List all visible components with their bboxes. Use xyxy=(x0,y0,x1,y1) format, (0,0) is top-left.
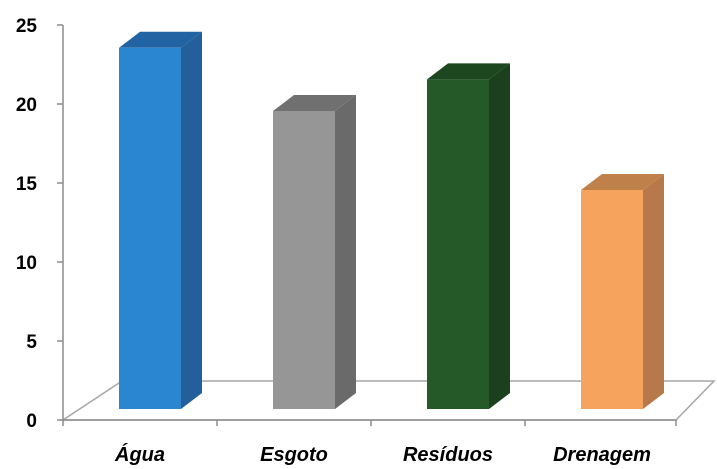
x-tick-label: Esgoto xyxy=(260,444,328,466)
bar xyxy=(581,174,664,409)
bar-top xyxy=(427,63,510,80)
y-tick-label: 10 xyxy=(16,253,37,274)
bar-front xyxy=(273,111,335,409)
bar-side xyxy=(181,31,202,410)
axes xyxy=(57,24,677,426)
x-tick-label: Água xyxy=(114,443,165,466)
bar xyxy=(427,63,510,410)
labels: 0 5 10 15 20 25 Água Esgoto Resíduos Drenagem xyxy=(16,16,651,466)
bar xyxy=(273,95,356,409)
y-tick-label: 25 xyxy=(16,16,38,37)
x-tick-label: Resíduos xyxy=(403,444,493,466)
bar xyxy=(119,31,202,410)
bar-top xyxy=(273,95,356,111)
bars xyxy=(119,31,664,410)
bar-front xyxy=(119,47,181,410)
y-tick-label: 5 xyxy=(26,332,37,353)
bar-top xyxy=(581,174,664,190)
bar-side xyxy=(489,63,510,410)
bar-top xyxy=(119,31,202,48)
y-tick-label: 0 xyxy=(26,411,37,432)
y-tick-label: 15 xyxy=(16,174,38,195)
y-tick-label: 20 xyxy=(16,95,37,116)
bar-side xyxy=(335,95,356,409)
bar-front xyxy=(427,79,489,410)
bar-front xyxy=(581,190,643,409)
x-tick-label: Drenagem xyxy=(553,444,651,466)
bar-side xyxy=(643,174,664,409)
